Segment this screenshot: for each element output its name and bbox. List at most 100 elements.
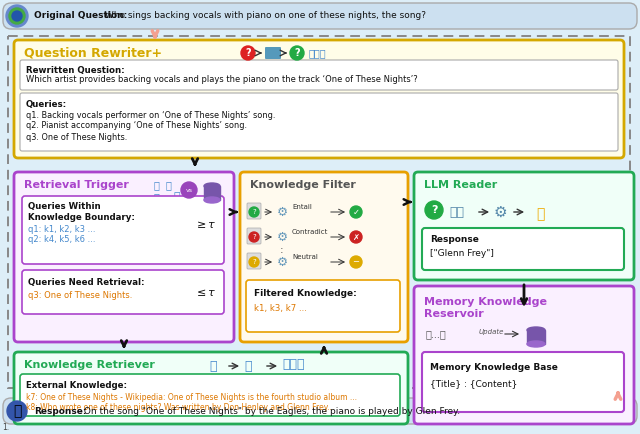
Text: Original Question:: Original Question:: [34, 11, 127, 20]
Text: q3: One of These Nights.: q3: One of These Nights.: [28, 292, 132, 300]
Text: ⚙: ⚙: [276, 230, 287, 243]
FancyBboxPatch shape: [247, 253, 261, 269]
Text: ⚙: ⚙: [276, 256, 287, 269]
Circle shape: [249, 207, 259, 217]
Circle shape: [425, 201, 443, 219]
Text: k7: One of These Nights - Wikipedia: One of These Nights is the fourth studio al: k7: One of These Nights - Wikipedia: One…: [26, 392, 357, 401]
Text: Entail: Entail: [292, 204, 312, 210]
Text: Update: Update: [479, 329, 504, 335]
Circle shape: [350, 256, 362, 268]
Text: ?: ?: [252, 209, 256, 215]
Text: 🔍: 🔍: [154, 192, 160, 202]
Text: Retrieval Trigger: Retrieval Trigger: [24, 180, 129, 190]
Text: Memory Knowledge Base: Memory Knowledge Base: [430, 364, 558, 372]
Text: On the song "One of These Nights" by the Eagles, the piano is played by Glen Fre: On the song "One of These Nights" by the…: [81, 407, 460, 415]
FancyBboxPatch shape: [22, 270, 224, 314]
Text: ?: ?: [294, 48, 300, 58]
Text: k8: Who wrote one of these nights? Was written by Don Henley and Glenn Frey...: k8: Who wrote one of these nights? Was w…: [26, 402, 334, 411]
Text: Reservoir: Reservoir: [424, 309, 484, 319]
Text: Response: Response: [430, 236, 479, 244]
Text: 💡: 💡: [536, 207, 545, 221]
Circle shape: [249, 232, 259, 242]
FancyBboxPatch shape: [3, 3, 637, 29]
Text: ?: ?: [252, 259, 256, 265]
Text: q3. One of These Nights.: q3. One of These Nights.: [26, 132, 127, 141]
Text: Queries:: Queries:: [26, 99, 67, 108]
Text: Queries Within: Queries Within: [28, 203, 100, 211]
FancyBboxPatch shape: [414, 172, 634, 280]
FancyBboxPatch shape: [14, 352, 408, 424]
Text: ✗: ✗: [353, 233, 360, 241]
Text: 🔍: 🔍: [154, 180, 160, 190]
Ellipse shape: [204, 183, 220, 189]
Text: $\geq\tau$: $\geq\tau$: [194, 218, 216, 230]
FancyBboxPatch shape: [240, 172, 408, 342]
Text: q2. Pianist accompanying ‘One of These Nights’ song.: q2. Pianist accompanying ‘One of These N…: [26, 122, 247, 131]
FancyBboxPatch shape: [422, 352, 624, 412]
FancyBboxPatch shape: [20, 60, 618, 90]
FancyBboxPatch shape: [265, 47, 281, 59]
Ellipse shape: [527, 341, 545, 347]
Text: Question Rewriter+: Question Rewriter+: [24, 46, 162, 59]
Text: External Knowledge:: External Knowledge:: [26, 381, 127, 391]
Text: Knowledge Filter: Knowledge Filter: [250, 180, 356, 190]
Bar: [204, 186, 220, 200]
Circle shape: [7, 401, 27, 421]
Text: ?: ?: [252, 234, 256, 240]
Bar: [527, 330, 545, 344]
Text: 📄: 📄: [174, 192, 180, 202]
Ellipse shape: [204, 197, 220, 203]
Text: 🔍: 🔍: [209, 360, 216, 373]
Circle shape: [12, 11, 22, 21]
Text: 🔍: 🔍: [166, 180, 172, 190]
Text: Which artist provides backing vocals and plays the piano on the track ‘One of Th: Which artist provides backing vocals and…: [26, 76, 418, 85]
Text: q1: k1, k2, k3 ...: q1: k1, k2, k3 ...: [28, 224, 95, 233]
Text: Rewritten Question:: Rewritten Question:: [26, 66, 125, 75]
Circle shape: [6, 5, 28, 27]
Ellipse shape: [527, 327, 545, 333]
FancyBboxPatch shape: [246, 280, 400, 332]
FancyBboxPatch shape: [247, 228, 261, 244]
Text: 📄📄📄: 📄📄📄: [282, 358, 305, 371]
Text: {Title} : {Content}: {Title} : {Content}: [430, 379, 517, 388]
Text: k1, k3, k7 ...: k1, k3, k7 ...: [254, 303, 307, 312]
FancyBboxPatch shape: [20, 374, 400, 416]
Text: Knowledge Retriever: Knowledge Retriever: [24, 360, 155, 370]
Text: 🗄🗄: 🗄🗄: [449, 206, 464, 219]
FancyBboxPatch shape: [422, 228, 624, 270]
Text: Contradict: Contradict: [292, 229, 328, 235]
Text: q1. Backing vocals performer on ‘One of These Nights’ song.: q1. Backing vocals performer on ‘One of …: [26, 111, 275, 119]
FancyBboxPatch shape: [14, 40, 624, 158]
Text: ✓: ✓: [353, 207, 360, 217]
Text: 🏛: 🏛: [244, 360, 252, 373]
Text: ?: ?: [431, 205, 437, 215]
FancyBboxPatch shape: [414, 286, 634, 424]
Circle shape: [241, 46, 255, 60]
Text: ?: ?: [245, 48, 251, 58]
FancyBboxPatch shape: [22, 196, 224, 264]
Text: Queries Need Retrieval:: Queries Need Retrieval:: [28, 277, 145, 286]
Text: Response:: Response:: [34, 407, 86, 415]
Text: Who sings backing vocals with piano on one of these nights, the song?: Who sings backing vocals with piano on o…: [102, 11, 426, 20]
Circle shape: [350, 206, 362, 218]
Circle shape: [249, 257, 259, 267]
Text: −: −: [353, 257, 360, 266]
Text: q2: k4, k5, k6 ...: q2: k4, k5, k6 ...: [28, 234, 95, 243]
Text: Memory Knowledge: Memory Knowledge: [424, 297, 547, 307]
Text: Neutral: Neutral: [292, 254, 318, 260]
Text: ⚙: ⚙: [493, 204, 507, 220]
Text: 🔍🔍🔍: 🔍🔍🔍: [309, 48, 326, 58]
Circle shape: [181, 182, 197, 198]
Text: 🤖: 🤖: [13, 404, 21, 418]
Text: :: :: [280, 245, 284, 255]
FancyBboxPatch shape: [247, 203, 261, 219]
Text: Filtered Knowledge:: Filtered Knowledge:: [254, 289, 356, 299]
Text: 1.: 1.: [2, 423, 9, 432]
Text: 📄...📄: 📄...📄: [426, 329, 447, 339]
Text: ["Glenn Frey"]: ["Glenn Frey"]: [430, 250, 494, 259]
Circle shape: [290, 46, 304, 60]
Text: LLM Reader: LLM Reader: [424, 180, 497, 190]
Text: ⚙: ⚙: [276, 206, 287, 218]
FancyBboxPatch shape: [14, 172, 234, 342]
Text: Knowledge Boundary:: Knowledge Boundary:: [28, 213, 135, 221]
